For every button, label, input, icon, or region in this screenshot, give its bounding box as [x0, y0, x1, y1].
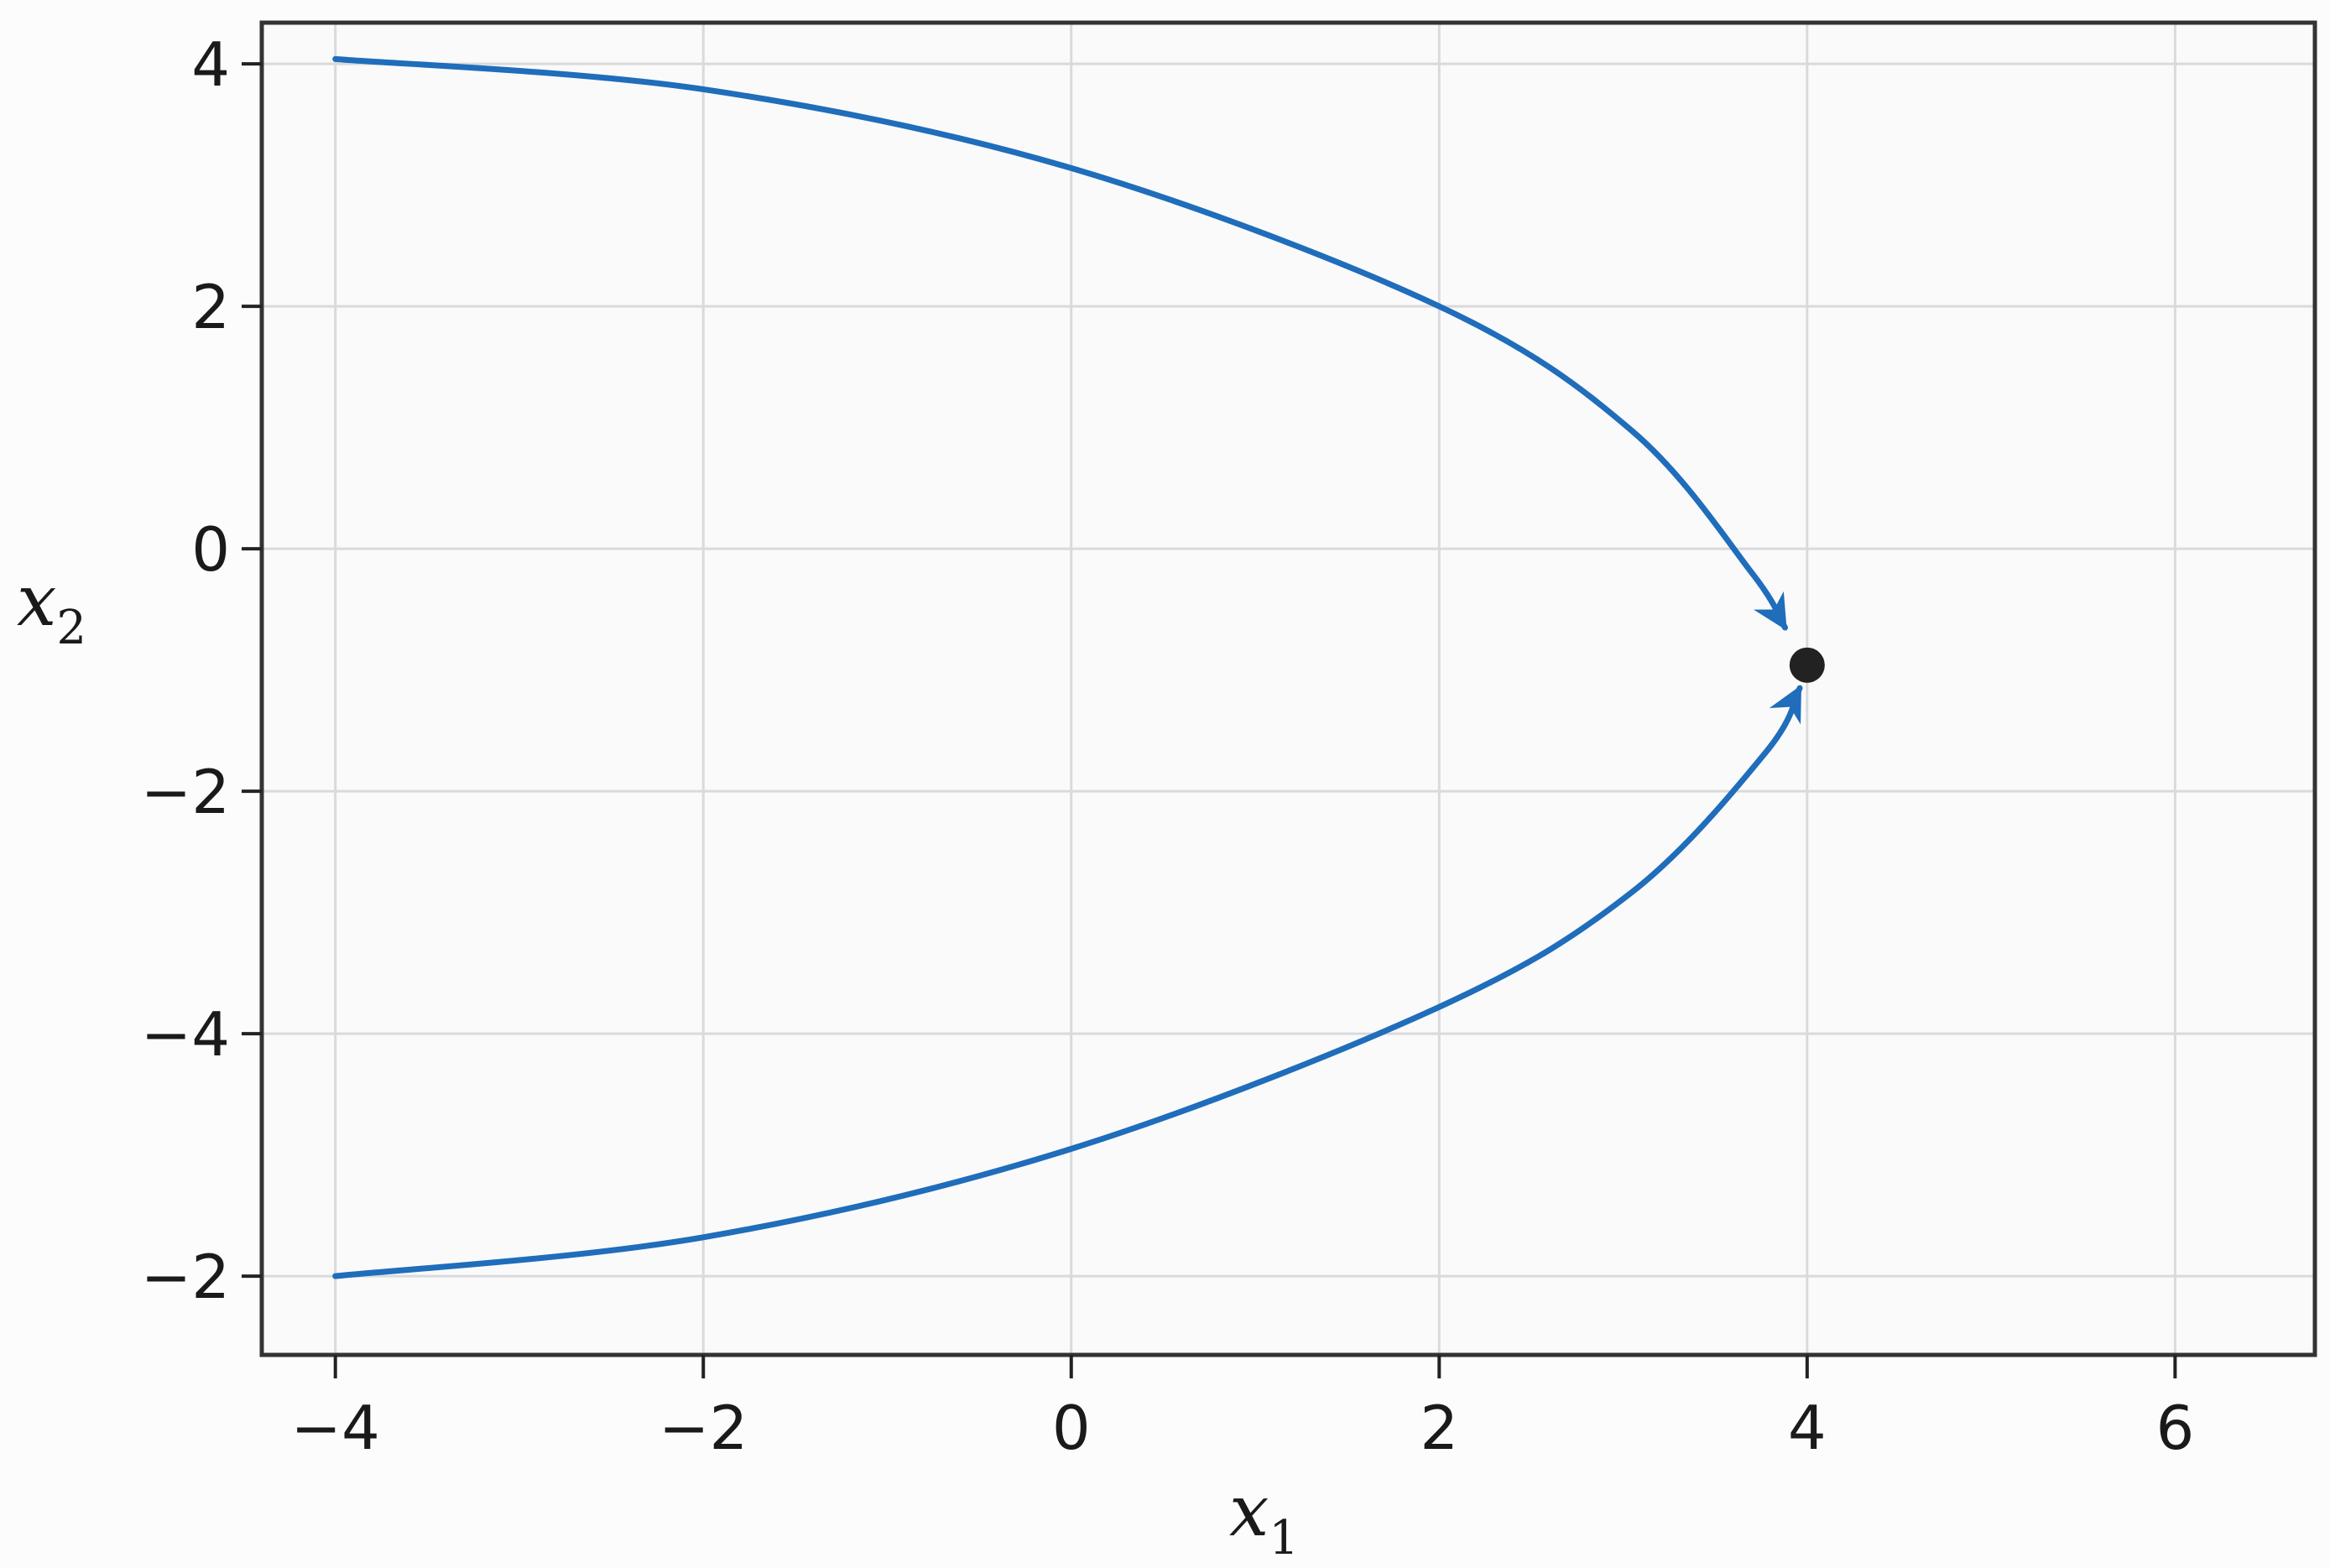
ticks: −4 −2 0 2 4 6 4 2 0 −2 −4 −2: [141, 29, 2194, 1463]
plot-background: [262, 23, 2315, 1355]
x-tick-label: 4: [1788, 1393, 1827, 1463]
y-tick-label: −2: [141, 757, 230, 827]
points-layer: [1789, 647, 1825, 683]
trajectory-1: [332, 55, 1789, 631]
y-tick-label: 0: [191, 514, 230, 585]
y-tick-label: −4: [141, 999, 230, 1070]
y-tick-label: 4: [191, 29, 230, 100]
x-tick-label: 6: [2155, 1393, 2194, 1463]
series-layer: [332, 55, 1803, 1279]
grid: [262, 23, 2315, 1355]
plot-frame: [259, 20, 2317, 1357]
trajectory-2: [332, 685, 1803, 1279]
x-tick-label: 0: [1052, 1393, 1091, 1463]
y-tick-label: −2: [141, 1242, 230, 1312]
equilibrium-point: [1789, 647, 1825, 683]
y-axis-label: x2: [17, 560, 86, 655]
x-tick-label: −2: [659, 1393, 748, 1463]
x-tick-label: 2: [1420, 1393, 1458, 1463]
y-tick-label: 2: [191, 272, 230, 342]
x-tick-label: −4: [291, 1393, 380, 1463]
x-axis-label: x1: [1229, 1470, 1299, 1565]
